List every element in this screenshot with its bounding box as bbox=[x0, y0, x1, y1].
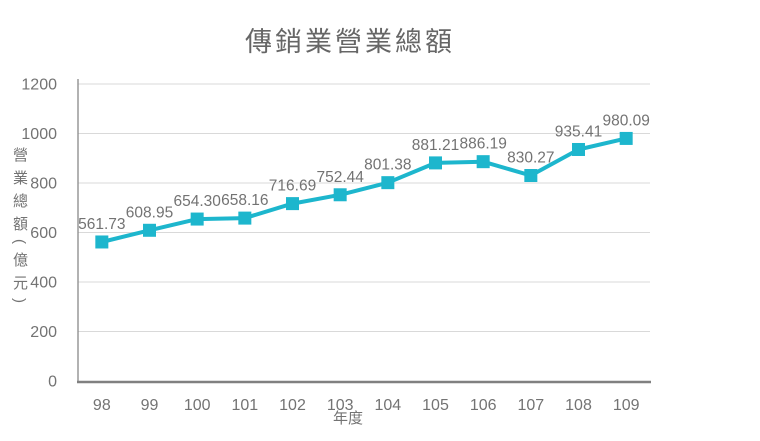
series-line bbox=[99, 136, 629, 244]
chart-title: 傳銷業營業總額 bbox=[245, 27, 455, 57]
x-tick-label: 103 bbox=[327, 397, 354, 414]
data-point-label: 752.44 bbox=[316, 169, 364, 186]
data-point-label: 801.38 bbox=[364, 157, 411, 174]
y-tick-label: 0 bbox=[48, 374, 57, 391]
x-tick-label: 98 bbox=[93, 397, 111, 414]
x-tick-label: 100 bbox=[184, 397, 211, 414]
x-tick-label: 109 bbox=[613, 397, 640, 414]
x-tick-label: 105 bbox=[422, 397, 449, 414]
data-point-label: 608.95 bbox=[126, 204, 173, 221]
data-point-marker bbox=[572, 142, 585, 156]
y-tick-label: 200 bbox=[30, 324, 57, 341]
data-point-marker bbox=[143, 223, 156, 237]
data-point-label: 658.16 bbox=[221, 192, 268, 209]
x-tick-label: 99 bbox=[141, 397, 159, 414]
y-tick-label: 800 bbox=[30, 176, 57, 193]
x-tick-label: 102 bbox=[279, 397, 306, 414]
data-point-marker bbox=[524, 169, 538, 183]
x-axis-title: 年度 bbox=[332, 410, 364, 427]
x-tick-label: 107 bbox=[517, 397, 544, 414]
data-point-marker bbox=[238, 211, 252, 225]
x-tick-label: 104 bbox=[374, 397, 401, 414]
data-point-label: 830.27 bbox=[507, 150, 554, 167]
data-point-label: 980.09 bbox=[602, 112, 649, 129]
data-point-marker bbox=[95, 235, 109, 249]
data-point-marker bbox=[381, 176, 395, 190]
data-point-marker bbox=[429, 156, 442, 170]
data-point-label: 561.73 bbox=[78, 216, 125, 233]
data-point-marker bbox=[333, 188, 347, 202]
data-point-marker bbox=[286, 197, 299, 211]
data-point-label: 716.69 bbox=[269, 178, 316, 195]
y-axis-title: 營業總額(億元) bbox=[11, 147, 28, 311]
data-point-label: 654.30 bbox=[173, 193, 221, 210]
x-tick-label: 101 bbox=[231, 397, 258, 414]
data-point-label: 935.41 bbox=[555, 123, 602, 140]
y-tick-label: 1000 bbox=[21, 126, 57, 143]
data-point-marker bbox=[619, 131, 633, 145]
x-tick-label: 108 bbox=[565, 397, 592, 414]
data-point-marker bbox=[190, 212, 204, 226]
data-point-label: 881.21 bbox=[412, 137, 459, 154]
y-tick-label: 400 bbox=[30, 275, 57, 292]
y-tick-label: 1200 bbox=[21, 77, 57, 94]
data-point-label: 886.19 bbox=[459, 136, 506, 153]
data-point-marker bbox=[476, 155, 490, 169]
x-tick-label: 106 bbox=[470, 397, 497, 414]
y-tick-label: 600 bbox=[30, 225, 57, 242]
